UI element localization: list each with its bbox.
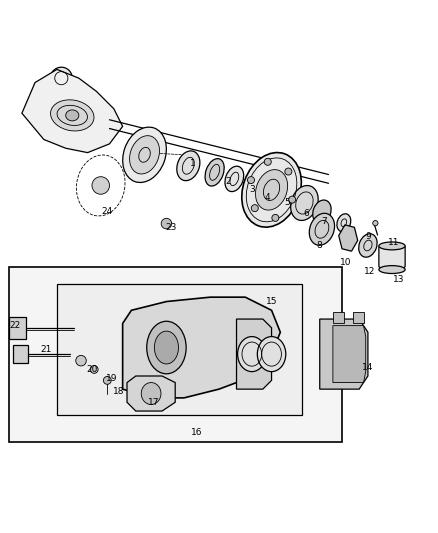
Ellipse shape <box>242 152 301 227</box>
Text: 22: 22 <box>10 321 21 330</box>
Polygon shape <box>379 247 405 271</box>
Text: 11: 11 <box>389 238 400 247</box>
Circle shape <box>90 366 98 374</box>
FancyBboxPatch shape <box>333 312 344 324</box>
Ellipse shape <box>379 242 405 250</box>
FancyBboxPatch shape <box>353 312 364 324</box>
Polygon shape <box>22 69 123 152</box>
Text: 20: 20 <box>86 365 98 374</box>
Text: 24: 24 <box>102 207 113 216</box>
Circle shape <box>264 158 271 165</box>
FancyBboxPatch shape <box>9 266 342 442</box>
Ellipse shape <box>154 331 178 364</box>
Text: 14: 14 <box>362 363 374 372</box>
Text: 18: 18 <box>113 387 124 396</box>
Ellipse shape <box>291 185 318 221</box>
Ellipse shape <box>123 127 166 182</box>
Polygon shape <box>333 326 366 383</box>
Text: 3: 3 <box>249 185 255 195</box>
Text: 1: 1 <box>190 159 196 168</box>
Circle shape <box>50 67 72 89</box>
Ellipse shape <box>66 110 79 121</box>
Ellipse shape <box>379 265 405 273</box>
Circle shape <box>76 356 86 366</box>
Text: 17: 17 <box>148 398 159 407</box>
FancyBboxPatch shape <box>57 284 302 415</box>
Circle shape <box>161 219 172 229</box>
Ellipse shape <box>147 321 186 374</box>
Text: 13: 13 <box>393 275 404 284</box>
Polygon shape <box>237 319 272 389</box>
Polygon shape <box>339 225 358 251</box>
Ellipse shape <box>359 234 377 257</box>
Ellipse shape <box>255 169 288 210</box>
Text: 16: 16 <box>191 429 203 438</box>
Circle shape <box>272 214 279 221</box>
Circle shape <box>92 177 110 194</box>
Circle shape <box>103 376 111 384</box>
Ellipse shape <box>205 159 224 186</box>
Ellipse shape <box>50 100 94 131</box>
FancyBboxPatch shape <box>9 317 26 339</box>
Text: 19: 19 <box>106 374 117 383</box>
Text: 7: 7 <box>321 217 327 227</box>
Text: 5: 5 <box>284 198 290 207</box>
Ellipse shape <box>141 383 161 405</box>
Ellipse shape <box>177 151 200 181</box>
Circle shape <box>285 168 292 175</box>
Polygon shape <box>123 297 280 398</box>
Text: 21: 21 <box>40 345 52 354</box>
Ellipse shape <box>225 166 244 191</box>
Text: 4: 4 <box>265 193 270 202</box>
Ellipse shape <box>337 214 351 232</box>
Polygon shape <box>127 376 175 411</box>
Ellipse shape <box>257 336 286 372</box>
Text: 12: 12 <box>364 267 376 276</box>
Circle shape <box>247 176 254 183</box>
Text: 15: 15 <box>266 297 277 306</box>
Text: 9: 9 <box>365 232 371 241</box>
Text: 10: 10 <box>340 257 352 266</box>
Circle shape <box>289 196 296 203</box>
Circle shape <box>251 205 258 212</box>
FancyBboxPatch shape <box>13 345 28 363</box>
Ellipse shape <box>309 213 335 245</box>
Polygon shape <box>320 319 368 389</box>
Text: 6: 6 <box>304 209 310 219</box>
Ellipse shape <box>237 336 266 372</box>
Text: 8: 8 <box>317 241 323 250</box>
Ellipse shape <box>373 221 378 226</box>
Text: 23: 23 <box>165 223 177 231</box>
Ellipse shape <box>130 136 159 174</box>
Text: 2: 2 <box>225 176 230 185</box>
Ellipse shape <box>313 200 331 223</box>
